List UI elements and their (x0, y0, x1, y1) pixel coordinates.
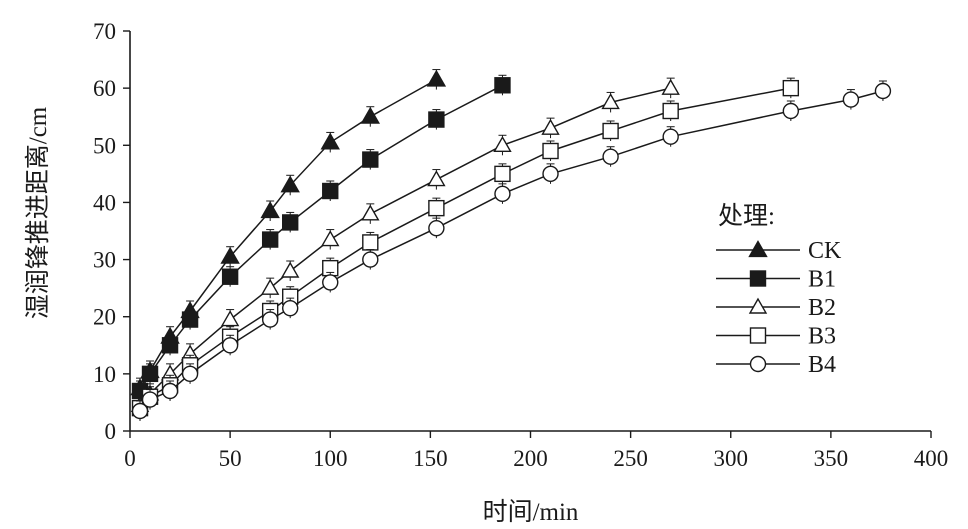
legend-title: 处理: (718, 202, 775, 230)
legend-marker-ck (748, 240, 768, 258)
data-point-ck (280, 175, 300, 193)
data-point-b1 (141, 365, 159, 383)
data-point-b4 (141, 391, 159, 408)
data-point-b1 (261, 231, 279, 248)
series-line-b4 (139, 90, 884, 412)
x-tick-label: 250 (613, 446, 648, 471)
data-point-b2 (601, 93, 620, 110)
series-layer (130, 69, 892, 421)
data-point-b4 (494, 185, 511, 203)
series-b2 (130, 77, 680, 416)
y-tick-label: 0 (105, 419, 117, 444)
legend-marker-b3 (749, 327, 767, 344)
data-point-b3 (542, 142, 559, 160)
data-point-b3 (602, 122, 619, 140)
data-point-b1 (428, 111, 445, 128)
data-point-b2 (661, 78, 680, 95)
legend-label-b2: B2 (808, 295, 836, 321)
data-point-b2 (541, 118, 560, 135)
data-point-b4 (362, 251, 379, 268)
legend-marker-b1 (749, 270, 767, 287)
data-point-b4 (782, 102, 800, 120)
data-point-b4 (842, 91, 860, 108)
legend-label-b3: B3 (808, 324, 836, 350)
data-point-b4 (261, 311, 279, 328)
data-point-b2 (427, 170, 446, 187)
series-line-b1 (139, 84, 503, 392)
data-point-b1 (494, 77, 511, 94)
legend-marker-b4 (749, 355, 767, 373)
series-b1 (131, 74, 511, 401)
y-tick-label: 10 (93, 362, 116, 387)
data-point-b4 (221, 337, 239, 354)
legend-marker-b2 (748, 297, 768, 314)
y-tick-label: 50 (93, 133, 116, 158)
data-point-ck (360, 106, 381, 124)
y-axis-title: 湿润锋推进距离/cm (24, 106, 52, 319)
data-point-b4 (602, 148, 619, 165)
data-point-b2 (361, 204, 380, 221)
series-line-ck (139, 78, 437, 389)
y-tick-label: 30 (93, 248, 116, 273)
data-point-b4 (542, 165, 559, 183)
x-tick-label: 100 (313, 446, 348, 471)
data-point-b4 (322, 274, 339, 291)
series-b4 (131, 80, 892, 421)
series-ck (130, 69, 447, 399)
data-point-b1 (362, 151, 379, 168)
data-point-b4 (428, 219, 445, 237)
data-point-b4 (161, 382, 179, 400)
y-tick-label: 60 (93, 76, 116, 101)
data-point-b1 (282, 214, 299, 231)
data-point-ck (260, 201, 280, 219)
data-point-b3 (662, 102, 679, 120)
legend-label-ck: CK (808, 238, 842, 264)
data-point-b4 (282, 299, 299, 317)
x-axis-title: 时间/min (483, 498, 579, 526)
data-point-b2 (493, 135, 512, 152)
data-point-b3 (362, 234, 379, 251)
x-tick-label: 400 (914, 446, 949, 471)
x-tick-label: 350 (814, 446, 849, 471)
x-tick-label: 50 (219, 446, 242, 471)
y-tick-label: 70 (93, 19, 116, 44)
x-tick-label: 150 (413, 446, 448, 471)
legend-label-b4: B4 (808, 352, 836, 378)
data-point-ck (426, 69, 447, 87)
data-point-b2 (260, 278, 280, 295)
data-point-b4 (181, 365, 199, 383)
data-point-b1 (322, 182, 339, 200)
data-point-b2 (321, 230, 340, 247)
data-point-b3 (428, 199, 445, 217)
data-point-b3 (494, 165, 511, 183)
y-tick-label: 40 (93, 190, 116, 215)
data-point-b1 (161, 337, 179, 354)
data-point-b2 (220, 310, 240, 327)
data-point-b4 (662, 128, 679, 145)
data-point-b3 (782, 79, 800, 97)
data-point-ck (320, 132, 340, 150)
data-point-b4 (874, 82, 892, 100)
series-b3 (131, 77, 800, 419)
axes-layer: 0 10 20 30 40 50 60 70 0 50 100 150 200 250 300 350 400 (93, 19, 948, 471)
x-tick-label: 0 (124, 446, 136, 471)
legend-label-b1: B1 (808, 267, 836, 293)
data-point-b1 (221, 268, 239, 285)
x-tick-label: 200 (513, 446, 548, 471)
data-point-b4 (131, 402, 149, 420)
y-tick-label: 20 (93, 305, 116, 330)
data-point-b1 (181, 311, 199, 328)
x-tick-label: 300 (714, 446, 749, 471)
data-point-ck (220, 246, 240, 264)
data-point-b2 (280, 261, 300, 278)
series-line-b2 (139, 87, 671, 406)
